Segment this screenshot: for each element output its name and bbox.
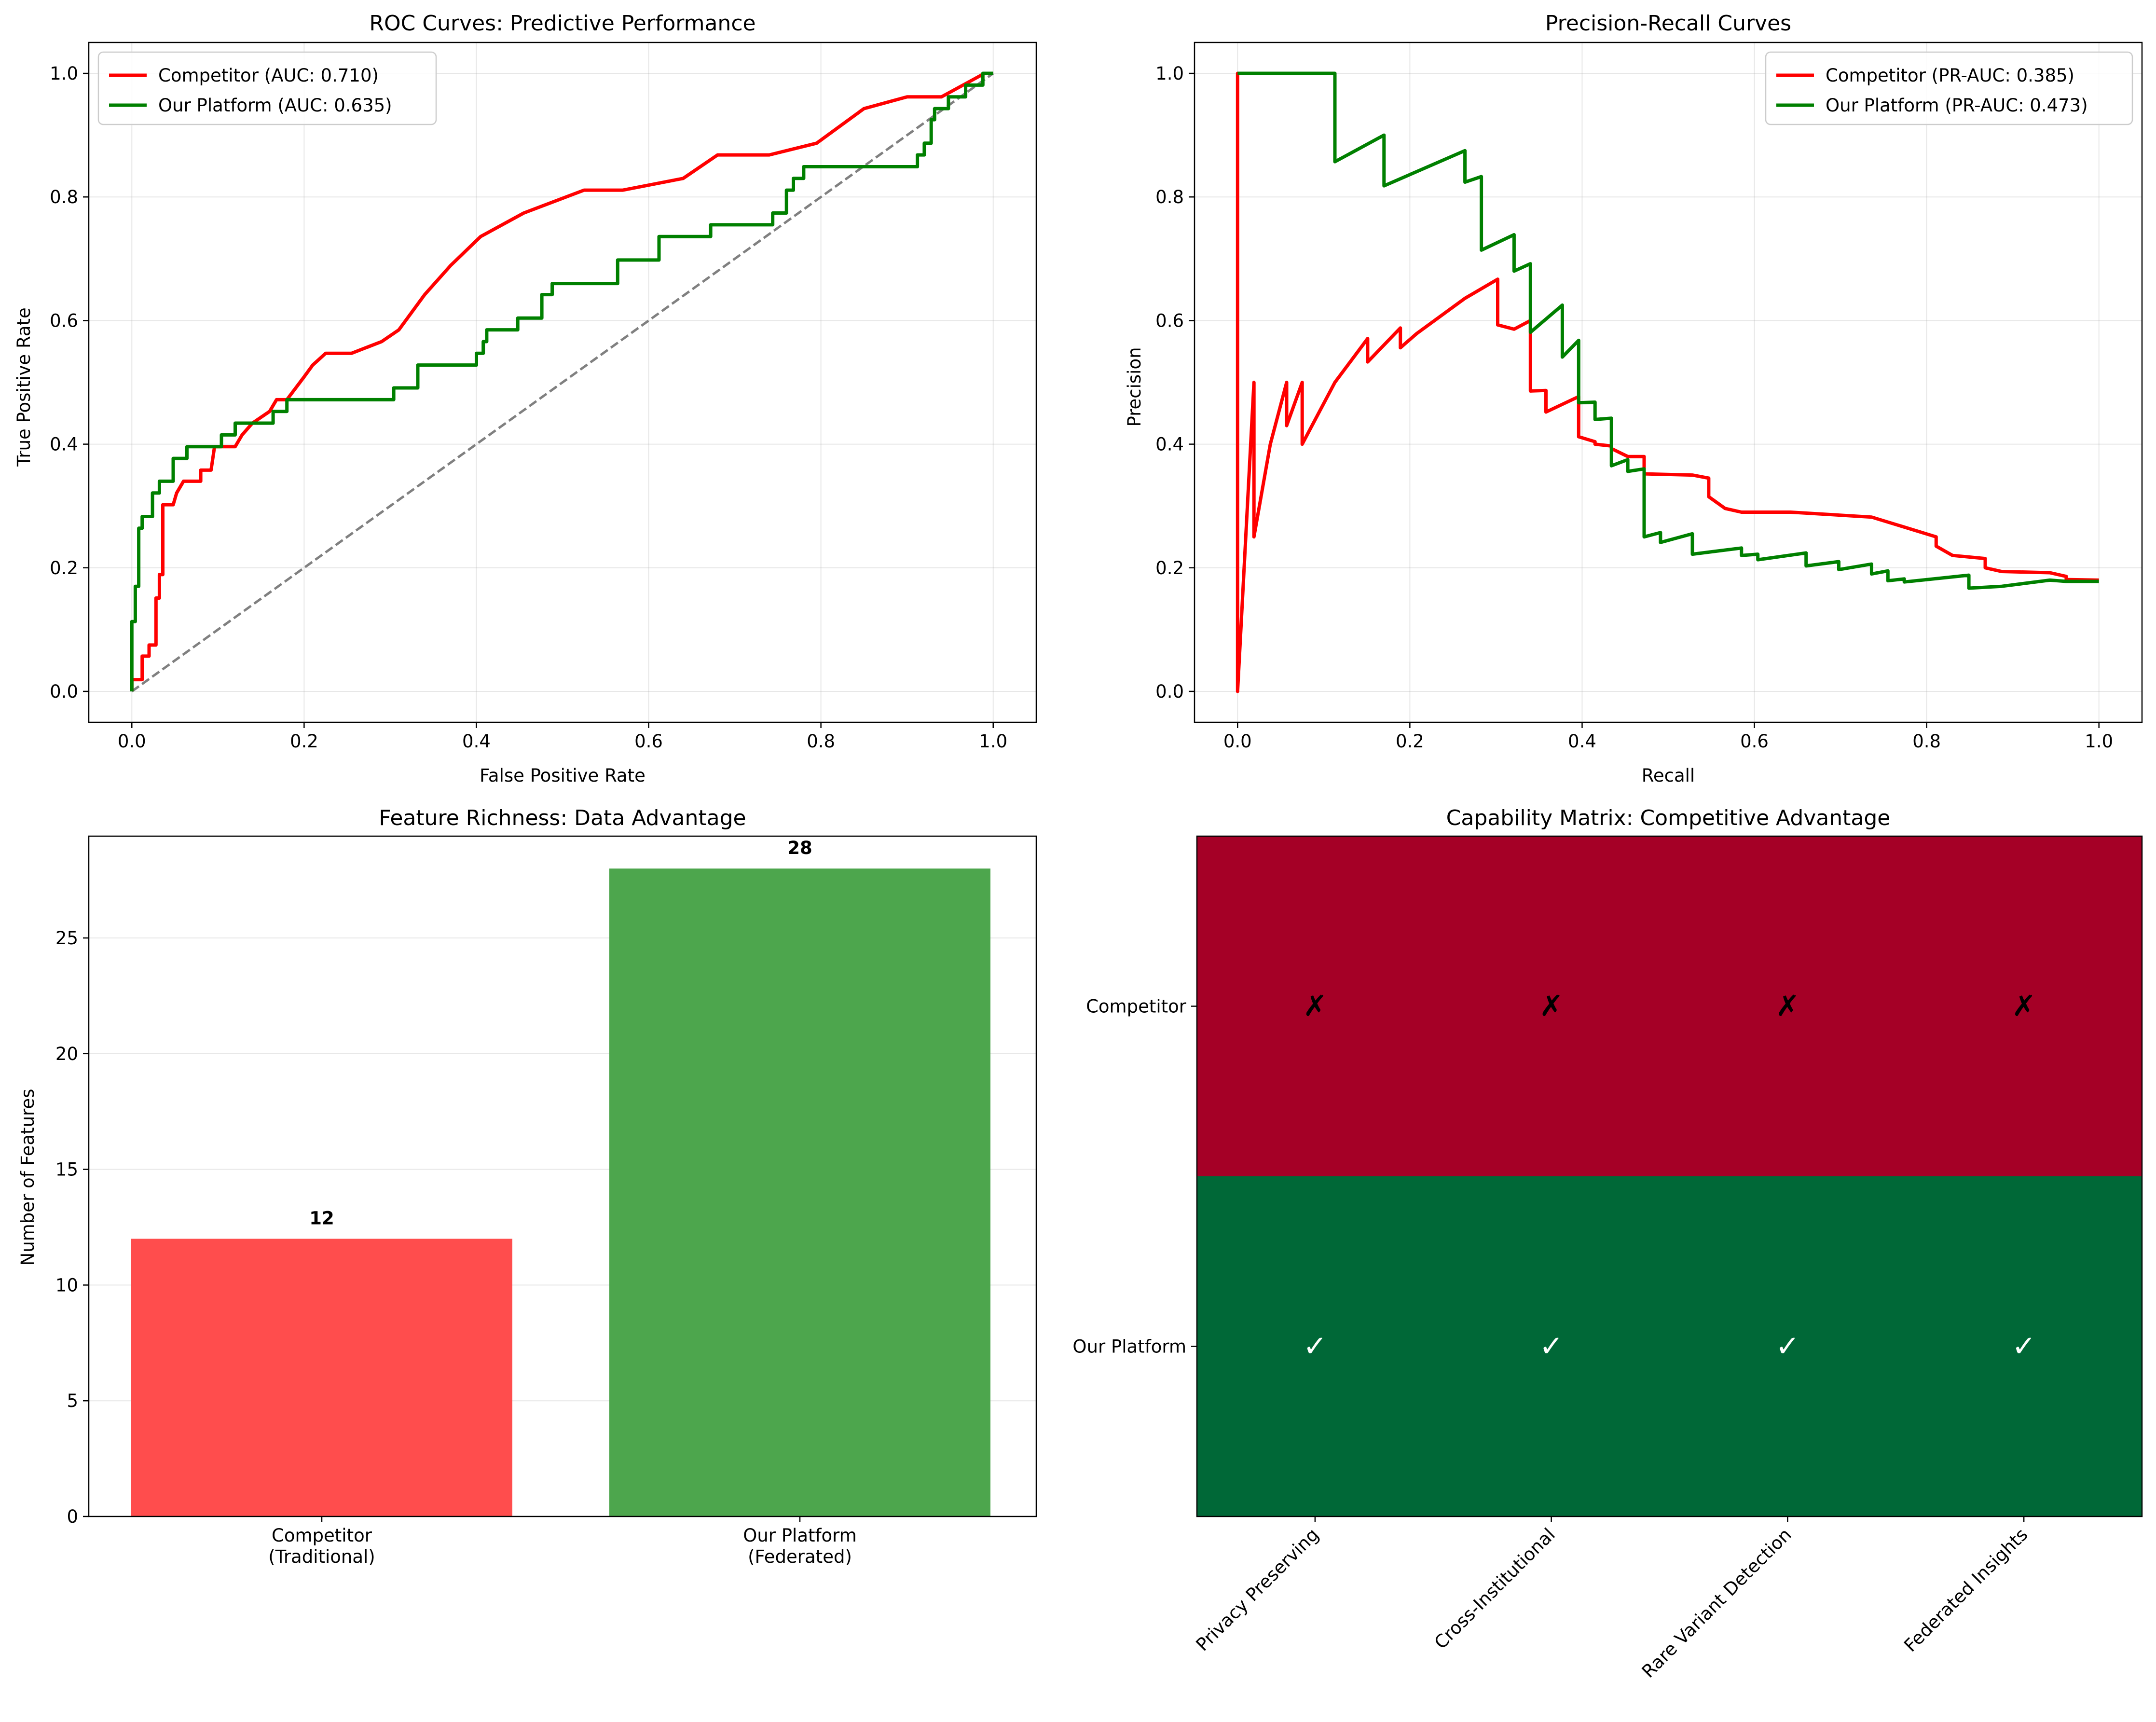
x-tick-label: 0.8 (807, 731, 835, 752)
y-tick-label: 0.6 (50, 310, 78, 331)
heatmap-title: Capability Matrix: Competitive Advantage (1446, 806, 1891, 830)
roc-chart: ROC Curves: Predictive Performance False… (14, 11, 1037, 786)
y-tick-label: 0.6 (1155, 310, 1184, 331)
pr-ylabel: Precision (1124, 347, 1145, 427)
y-tick-label: 0 (67, 1506, 78, 1527)
series-line-1 (1237, 71, 2099, 590)
y-tick-label: 0.0 (1155, 681, 1184, 702)
heatmap-cell-label: ✓ (1539, 1330, 1563, 1364)
legend-label-1: Our Platform (AUC: 0.635) (158, 95, 392, 116)
heatmap-cell-label: ✗ (1775, 990, 1799, 1023)
heatmap-cell (1433, 1176, 1670, 1517)
bar-chart: Feature Richness: Data Advantage Number … (17, 806, 1037, 1567)
legend-label-0: Competitor (AUC: 0.710) (158, 65, 379, 86)
series-line-1 (130, 71, 993, 691)
pr-chart: Precision-Recall Curves Recall Precision… (1124, 11, 2143, 786)
legend-label-0: Competitor (PR-AUC: 0.385) (1826, 65, 2074, 86)
heatmap-cell (1906, 1176, 2142, 1517)
y-tick-label: 0.2 (1155, 558, 1184, 579)
y-tick-label: 0.4 (50, 434, 78, 455)
plot-frame (88, 41, 1037, 723)
bar-0 (131, 1239, 512, 1516)
x-tick-label-0: Competitor (Traditional) (268, 1525, 375, 1567)
roc-title: ROC Curves: Predictive Performance (369, 11, 755, 36)
y-tick-label: 0.2 (50, 558, 78, 579)
y-tick-label: 1.0 (1155, 63, 1184, 84)
heatmap-cell-label: ✗ (1539, 990, 1563, 1023)
x-tick-label: 0.0 (118, 731, 146, 752)
roc-xlabel: False Positive Rate (480, 765, 645, 786)
y-tick-label: 15 (55, 1159, 78, 1180)
y-tick-label: 1.0 (50, 63, 78, 84)
x-tick-label: 0.8 (1912, 731, 1941, 752)
plot-frame (88, 835, 1037, 1517)
heatmap-cell-label: ✓ (1775, 1330, 1799, 1364)
pr-xlabel: Recall (1642, 765, 1695, 786)
x-tick-label-1: Our Platform (Federated) (743, 1525, 857, 1567)
heatmap-cell (1197, 1176, 1434, 1517)
x-tick-label: 0.4 (1568, 731, 1596, 752)
x-tick-label: 1.0 (979, 731, 1007, 752)
pr-title: Precision-Recall Curves (1545, 11, 1791, 36)
y-tick-label: 25 (55, 928, 78, 949)
legend-box (1765, 51, 2133, 125)
bar-ylabel: Number of Features (17, 1089, 38, 1266)
heatmap-cell (1906, 836, 2142, 1177)
legend-box (97, 51, 437, 125)
bar-title: Feature Richness: Data Advantage (379, 806, 746, 830)
bar-1 (609, 868, 990, 1516)
x-tick-label: 1.0 (2085, 731, 2113, 752)
bar-value-label-0: 12 (309, 1208, 334, 1228)
heatmap-cell-label: ✗ (2012, 990, 2036, 1023)
x-tick-label: 0.2 (1396, 731, 1424, 752)
y-tick-label: 0.0 (50, 681, 78, 702)
x-tick-label: 0.0 (1223, 731, 1252, 752)
heatmap-cell (1197, 836, 1434, 1177)
heatmap-cell (1669, 836, 1906, 1177)
x-tick-label: 0.2 (290, 731, 318, 752)
plot-frame (1196, 835, 2143, 1517)
x-tick-label: 0.4 (462, 731, 491, 752)
roc-ylabel: True Positive Rate (14, 307, 34, 467)
heatmap-cell-label: ✓ (2012, 1330, 2036, 1364)
heatmap-chart: Capability Matrix: Competitive Advantage… (1072, 806, 2143, 1682)
x-tick-label: 0.6 (634, 731, 663, 752)
x-tick-label: 0.6 (1740, 731, 1769, 752)
plot-frame (1194, 41, 2143, 723)
legend-label-1: Our Platform (PR-AUC: 0.473) (1826, 95, 2088, 116)
series-line-0 (130, 71, 993, 691)
heatmap-cell (1669, 1176, 1906, 1517)
series-line-0 (1236, 71, 2099, 693)
y-tick-label: 0.8 (50, 187, 78, 207)
reference-diagonal (131, 72, 994, 692)
row-label-1: Our Platform (1072, 1336, 1186, 1357)
heatmap-cell-label: ✓ (1303, 1330, 1327, 1364)
row-label-0: Competitor (1086, 996, 1187, 1017)
heatmap-cell (1433, 836, 1670, 1177)
heatmap-cell-label: ✗ (1303, 990, 1327, 1023)
y-tick-label: 20 (55, 1044, 78, 1064)
y-tick-label: 10 (55, 1275, 78, 1295)
y-tick-label: 0.8 (1155, 187, 1184, 207)
y-tick-label: 0.4 (1155, 434, 1184, 455)
bar-value-label-1: 28 (787, 838, 812, 858)
y-tick-label: 5 (67, 1391, 78, 1411)
